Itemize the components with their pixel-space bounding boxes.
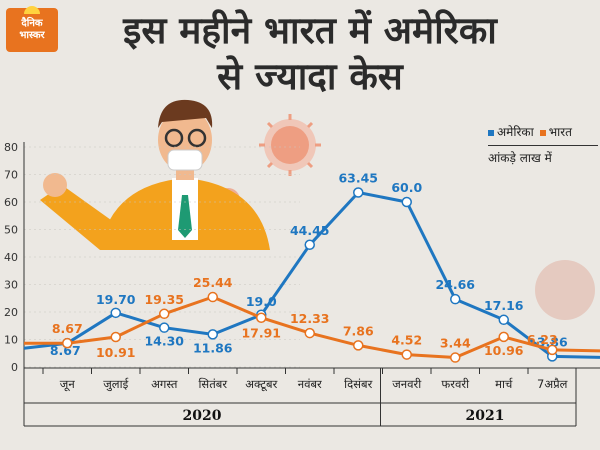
data-point: [401, 349, 412, 360]
data-label: 17.91: [241, 326, 281, 341]
x-tick-label: दिसंबर: [344, 377, 372, 391]
data-point: [207, 291, 218, 303]
brand-logo: दैनिक भास्कर: [6, 6, 58, 52]
year-label-2021: 2021: [466, 408, 505, 424]
x-tick-label: जनवरी: [392, 377, 422, 391]
chart-series: 8.67 19.70 14.30 11.86 19.0 44.45 63.45 60.0 24.…: [23, 171, 600, 363]
y-tick-label: 0: [11, 361, 18, 374]
y-tick-label: 10: [4, 334, 18, 347]
x-tick-label: अगस्त: [151, 377, 178, 391]
data-label: 10.96: [484, 343, 524, 358]
data-point: [304, 239, 315, 251]
legend-swatch-india: [539, 130, 546, 136]
data-label: 8.67: [52, 321, 83, 336]
data-label: 25.44: [193, 275, 233, 290]
x-tick-label: मार्च: [495, 377, 513, 391]
x-tick-label: जून: [60, 377, 76, 392]
data-label: 19.35: [144, 292, 184, 307]
data-label: 4.52: [391, 333, 422, 348]
x-tick-label: सितंबर: [198, 377, 227, 391]
data-point: [256, 312, 267, 323]
data-label: 63.45: [338, 171, 378, 186]
legend-item-usa: अमेरिका: [488, 123, 534, 140]
legend-swatch-usa: [488, 130, 494, 136]
data-point: [110, 331, 121, 343]
data-point: [110, 307, 121, 319]
y-tick-label: 70: [4, 169, 18, 182]
x-tick-label: नवंबर: [298, 377, 322, 391]
sun-logo-icon: [24, 6, 40, 14]
legend-label-india: भारत: [548, 125, 572, 139]
x-tick-label: 7अप्रैल: [537, 377, 568, 391]
y-tick-label: 20: [4, 306, 18, 319]
data-point: [159, 322, 170, 333]
doctor-illustration-icon: [40, 99, 270, 250]
logo-line2: भास्कर: [19, 30, 45, 41]
x-tick-label: जुलाई: [103, 377, 129, 392]
logo-line1: दैनिक: [21, 18, 43, 29]
y-tick-label: 40: [4, 251, 18, 264]
data-label: 10.91: [96, 345, 136, 360]
y-tick-label: 30: [4, 279, 18, 292]
data-label: 8.67: [50, 343, 81, 358]
data-point: [62, 337, 73, 349]
data-label: 44.45: [290, 223, 330, 238]
data-label: 24.66: [435, 277, 475, 292]
legend-note: आंकड़े लाख में: [488, 145, 598, 166]
chart-legend: अमेरिका भारत आंकड़े लाख में: [488, 123, 598, 166]
page-title: इस महीने भारत में अमेरिका से ज्यादा केस: [60, 8, 560, 100]
legend-label-usa: अमेरिका: [497, 125, 534, 139]
virus-icon: [259, 114, 321, 176]
data-label: 7.86: [343, 323, 374, 338]
data-point: [498, 314, 509, 326]
data-label: 3.86: [537, 334, 568, 349]
data-point: [207, 329, 218, 340]
data-label: 11.86: [193, 340, 233, 355]
data-point: [304, 327, 315, 339]
year-label-2020: 2020: [183, 408, 222, 424]
virus-icon: [535, 260, 595, 320]
title-line1: इस महीने भारत में अमेरिका: [123, 9, 497, 52]
chart-axes: 0 10 20 30 40 50 60 70 80 जून जुलाई अगस्त सितंबर अक्ट…: [4, 141, 600, 427]
x-tick-label: फरवरी: [441, 377, 470, 391]
y-tick-label: 50: [4, 224, 18, 237]
x-tick-label: अक्टूबर: [245, 377, 277, 392]
data-label: 12.33: [290, 311, 330, 326]
data-label: 19.0: [246, 294, 277, 309]
y-tick-label: 60: [4, 196, 18, 209]
data-label: 3.44: [440, 336, 471, 351]
data-point: [159, 308, 170, 320]
data-label: 6.23: [527, 332, 558, 347]
data-point: [450, 352, 461, 363]
data-label: 17.16: [484, 298, 524, 313]
data-label: 19.70: [96, 292, 136, 307]
legend-item-india: भारत: [539, 123, 572, 140]
data-point: [353, 187, 364, 198]
data-point: [498, 331, 509, 343]
title-line2: से ज्यादा केस: [217, 55, 403, 98]
data-point: [401, 196, 412, 208]
data-label: 60.0: [391, 180, 422, 195]
data-point: [353, 340, 364, 351]
data-label: 14.30: [144, 334, 184, 349]
y-tick-label: 80: [4, 141, 18, 154]
data-point: [547, 344, 558, 356]
data-point: [450, 293, 461, 305]
